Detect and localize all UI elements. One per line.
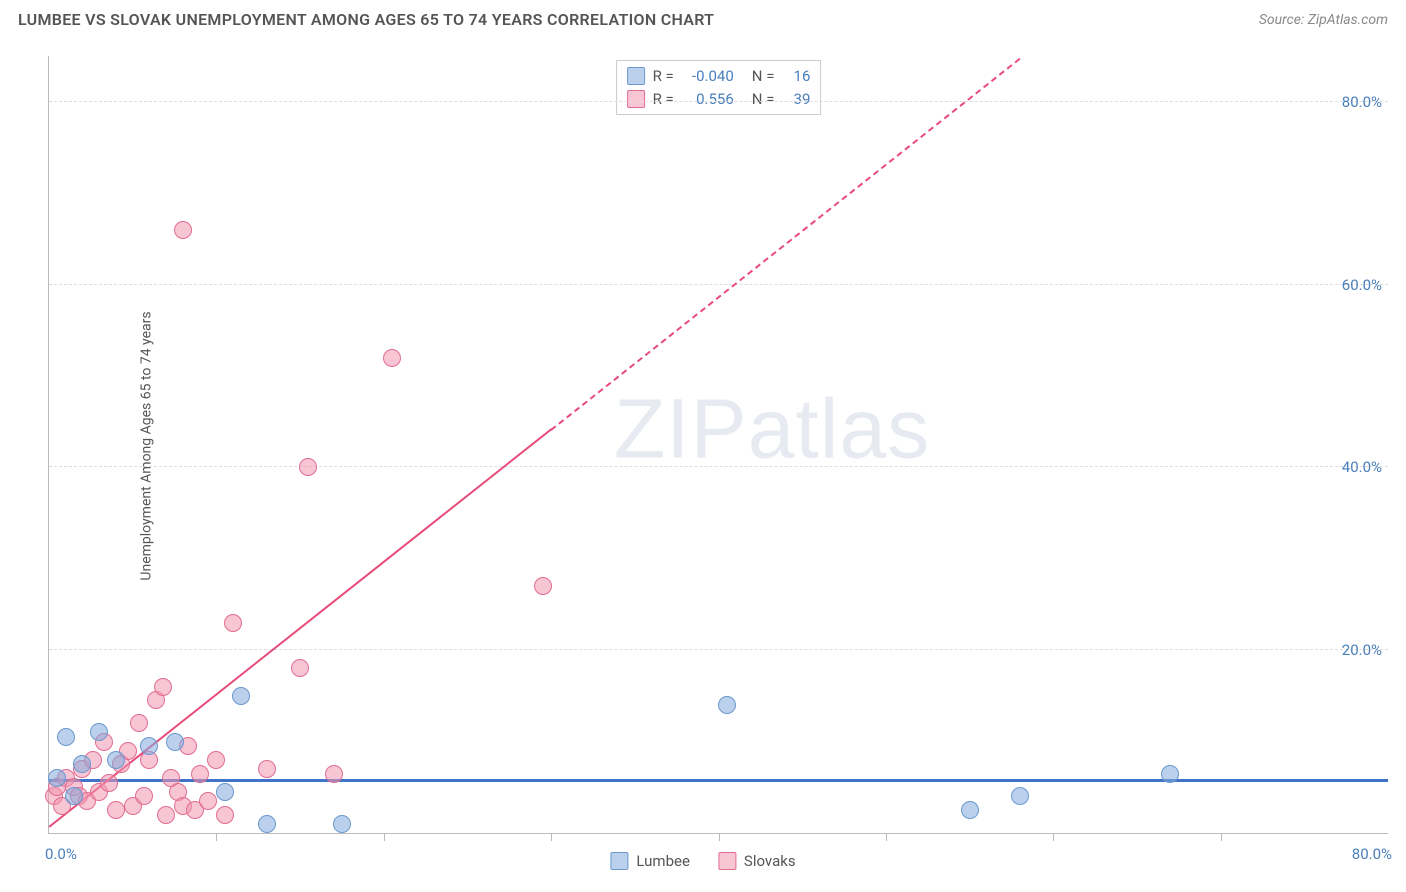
r-label: R = bbox=[653, 65, 674, 88]
data-point-lumbee bbox=[90, 723, 108, 741]
series-legend-item: Slovaks bbox=[718, 852, 796, 870]
data-point-slovaks bbox=[107, 801, 125, 819]
data-point-lumbee bbox=[48, 769, 66, 787]
scatter-chart: ZIPatlas R =-0.040N =16R =0.556N =39 0.0… bbox=[48, 56, 1388, 834]
data-point-slovaks bbox=[299, 458, 317, 476]
r-label: R = bbox=[653, 88, 674, 111]
chart-source: Source: ZipAtlas.com bbox=[1259, 12, 1388, 28]
watermark: ZIPatlas bbox=[614, 380, 930, 477]
data-point-lumbee bbox=[166, 733, 184, 751]
data-point-slovaks bbox=[191, 765, 209, 783]
data-point-lumbee bbox=[333, 815, 351, 833]
data-point-lumbee bbox=[718, 696, 736, 714]
data-point-lumbee bbox=[232, 687, 250, 705]
stats-legend-row: R = 0.556 N = 39 bbox=[627, 88, 811, 111]
data-point-slovaks bbox=[534, 577, 552, 595]
legend-swatch bbox=[627, 90, 645, 108]
gridline bbox=[49, 649, 1388, 650]
data-point-slovaks bbox=[199, 792, 217, 810]
data-point-lumbee bbox=[57, 728, 75, 746]
data-point-slovaks bbox=[207, 751, 225, 769]
legend-swatch bbox=[610, 852, 628, 870]
x-tick-min: 0.0% bbox=[45, 845, 77, 863]
chart-title: LUMBEE VS SLOVAK UNEMPLOYMENT AMONG AGES… bbox=[18, 10, 714, 29]
r-value: -0.040 bbox=[682, 65, 734, 88]
n-label: N = bbox=[752, 88, 775, 111]
series-legend: Lumbee Slovaks bbox=[610, 852, 795, 870]
x-tick bbox=[1053, 833, 1054, 841]
x-tick bbox=[719, 833, 720, 841]
data-point-slovaks bbox=[291, 659, 309, 677]
legend-swatch bbox=[627, 67, 645, 85]
data-point-slovaks bbox=[154, 678, 172, 696]
data-point-slovaks bbox=[135, 787, 153, 805]
series-legend-label: Lumbee bbox=[636, 852, 690, 870]
gridline bbox=[49, 284, 1388, 285]
stats-legend: R = -0.040 N = 16 R = 0.556 N = 39 bbox=[616, 60, 822, 115]
gridline bbox=[49, 466, 1388, 467]
x-tick-max: 80.0% bbox=[1352, 845, 1392, 863]
series-legend-item: Lumbee bbox=[610, 852, 690, 870]
data-point-slovaks bbox=[157, 806, 175, 824]
gridline bbox=[49, 101, 1388, 102]
data-point-slovaks bbox=[258, 760, 276, 778]
x-tick bbox=[216, 833, 217, 841]
x-tick bbox=[551, 833, 552, 841]
data-point-slovaks bbox=[100, 774, 118, 792]
watermark-part2: atlas bbox=[748, 381, 930, 475]
y-tick-label: 80.0% bbox=[1342, 93, 1382, 111]
watermark-part1: ZIP bbox=[614, 381, 748, 475]
data-point-lumbee bbox=[140, 737, 158, 755]
data-point-lumbee bbox=[107, 751, 125, 769]
n-value: 16 bbox=[782, 65, 810, 88]
data-point-lumbee bbox=[258, 815, 276, 833]
y-tick-label: 40.0% bbox=[1342, 458, 1382, 476]
data-point-slovaks bbox=[325, 765, 343, 783]
data-point-lumbee bbox=[65, 787, 83, 805]
data-point-slovaks bbox=[224, 614, 242, 632]
data-point-lumbee bbox=[1011, 787, 1029, 805]
y-tick-label: 20.0% bbox=[1342, 641, 1382, 659]
r-value: 0.556 bbox=[682, 88, 734, 111]
data-point-slovaks bbox=[130, 714, 148, 732]
data-point-lumbee bbox=[216, 783, 234, 801]
y-tick-label: 60.0% bbox=[1342, 276, 1382, 294]
n-label: N = bbox=[752, 65, 775, 88]
series-legend-label: Slovaks bbox=[744, 852, 796, 870]
x-tick bbox=[886, 833, 887, 841]
data-point-slovaks bbox=[216, 806, 234, 824]
data-point-lumbee bbox=[1161, 765, 1179, 783]
data-point-slovaks bbox=[174, 221, 192, 239]
n-value: 39 bbox=[782, 88, 810, 111]
legend-swatch bbox=[718, 852, 736, 870]
chart-header: LUMBEE VS SLOVAK UNEMPLOYMENT AMONG AGES… bbox=[0, 0, 1406, 35]
x-tick bbox=[1221, 833, 1222, 841]
data-point-slovaks bbox=[383, 349, 401, 367]
x-tick bbox=[384, 833, 385, 841]
trend-line bbox=[49, 779, 1388, 782]
data-point-lumbee bbox=[73, 755, 91, 773]
stats-legend-row: R = -0.040 N = 16 bbox=[627, 65, 811, 88]
data-point-lumbee bbox=[961, 801, 979, 819]
